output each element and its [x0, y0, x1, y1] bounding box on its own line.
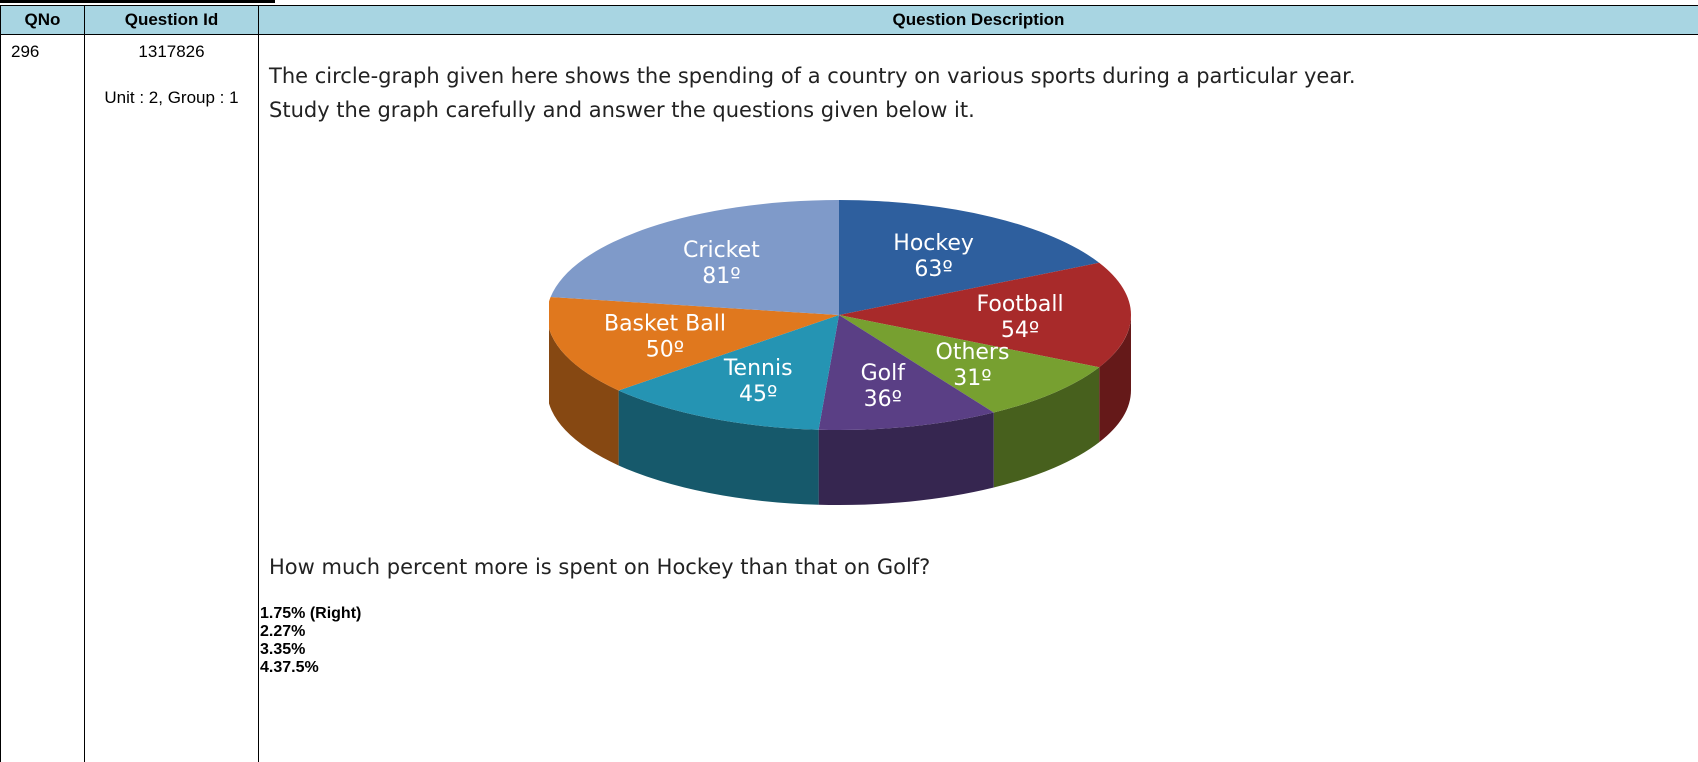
qno-cell: 296 [1, 35, 85, 762]
question-id-cell: 1317826 Unit : 2, Group : 1 [85, 35, 259, 762]
intro-line-1: The circle-graph given here shows the sp… [269, 59, 1619, 93]
header-question-description: Question Description [259, 6, 1698, 35]
pie-label-cricket: Cricket [683, 238, 760, 263]
unit-group-value: Unit : 2, Group : 1 [85, 88, 258, 108]
pie-value-cricket: 81º [702, 264, 740, 289]
qno-value: 296 [11, 42, 39, 61]
header-qno: QNo [1, 6, 85, 35]
pie-value-basket-ball: 50º [646, 338, 684, 363]
pie-label-football: Football [976, 292, 1063, 317]
question-intro: The circle-graph given here shows the sp… [269, 59, 1619, 127]
intro-line-2: Study the graph carefully and answer the… [269, 93, 1619, 127]
pie-label-basket-ball: Basket Ball [604, 312, 726, 337]
option-2: 2.27% [260, 623, 361, 641]
pie-label-tennis: Tennis [723, 356, 793, 381]
option-3: 3.35% [260, 641, 361, 659]
pie-value-tennis: 45º [739, 382, 777, 407]
option-4: 4.37.5% [260, 659, 361, 677]
pie-label-golf: Golf [861, 361, 907, 386]
answer-options: 1.75% (Right) 2.27% 3.35% 4.37.5% [260, 605, 361, 677]
table-row: 296 1317826 Unit : 2, Group : 1 The circ… [1, 35, 1698, 762]
question-text: How much percent more is spent on Hockey… [269, 555, 930, 579]
question-id-value: 1317826 [85, 42, 258, 62]
pie-value-hockey: 63º [914, 257, 952, 282]
top-rule [0, 0, 275, 3]
pie-label-others: Others [936, 340, 1010, 365]
pie-chart: Hockey63ºFootball54ºOthers31ºGolf36ºTenn… [549, 165, 1149, 525]
pie-value-others: 31º [953, 366, 991, 391]
header-question-id: Question Id [85, 6, 259, 35]
option-1: 1.75% (Right) [260, 605, 361, 623]
pie-value-golf: 36º [864, 387, 902, 412]
pie-label-hockey: Hockey [893, 231, 974, 256]
question-table: QNo Question Id Question Description 296… [0, 5, 1698, 762]
question-description-cell: The circle-graph given here shows the sp… [259, 35, 1698, 762]
